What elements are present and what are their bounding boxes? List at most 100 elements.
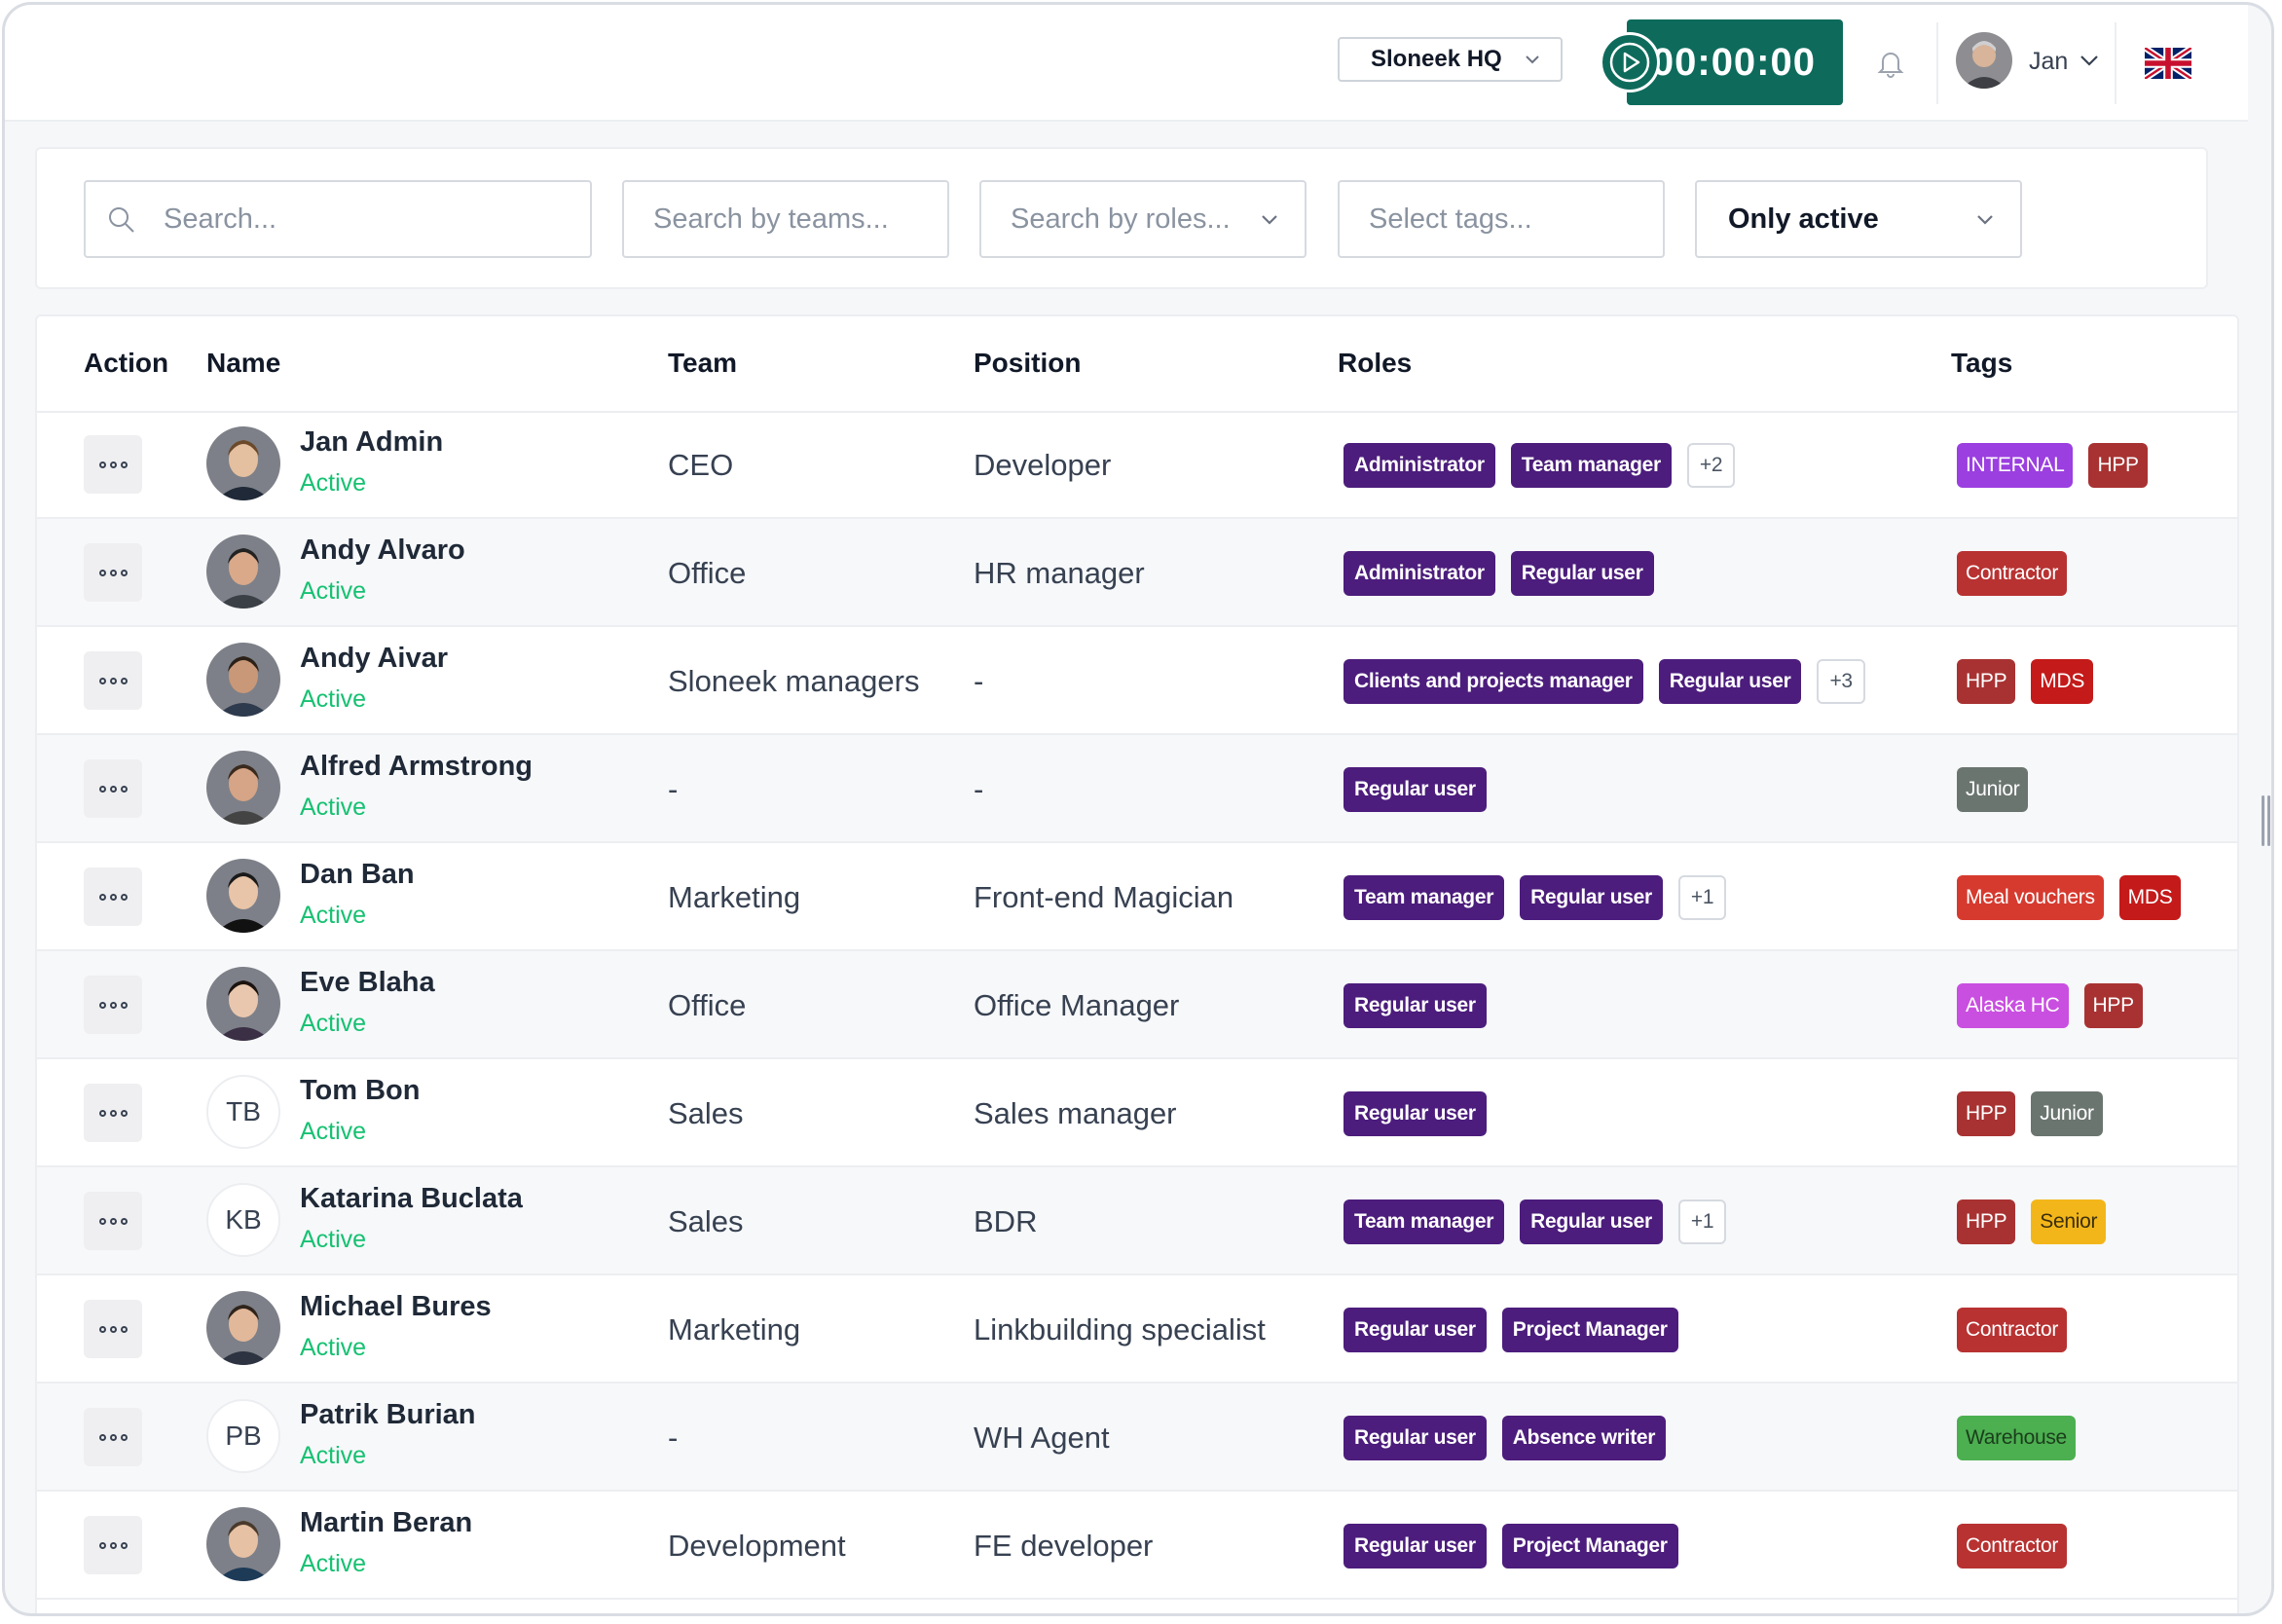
row-action-button[interactable] [84,1300,142,1358]
row-action-button[interactable] [84,867,142,926]
employee-avatar[interactable] [206,967,280,1041]
role-chip[interactable]: Regular user [1343,1524,1487,1569]
table-row[interactable]: Jan Admin Active CEO Developer Administr… [37,411,2237,519]
role-chip[interactable]: Regular user [1343,767,1487,812]
role-chip[interactable]: Project Manager [1501,1308,1678,1352]
tag-chip[interactable]: MDS [2118,875,2182,920]
employee-avatar[interactable]: TB [206,1075,280,1149]
timer-play-button[interactable] [1600,32,1660,92]
more-roles-chip[interactable]: +1 [1677,875,1727,920]
role-chip[interactable]: Regular user [1343,1308,1487,1352]
table-row[interactable]: KB Katarina Buclata Active Sales BDR Tea… [37,1167,2237,1275]
employee-name[interactable]: Dan Ban [300,859,415,890]
bell-icon[interactable] [1876,48,1905,79]
employee-name[interactable]: Michael Bures [300,1291,492,1322]
user-avatar[interactable] [1956,32,2012,89]
row-action-button[interactable] [84,1516,142,1574]
role-chip[interactable]: Regular user [1520,875,1663,920]
tag-chip[interactable]: Contractor [1957,1308,2068,1352]
tag-chip[interactable]: Warehouse [1957,1416,2076,1460]
tag-chip[interactable]: HPP [1957,659,2016,704]
tag-chip[interactable]: Senior [2031,1200,2107,1244]
employee-avatar[interactable]: KB [206,1183,280,1257]
header-position[interactable]: Position [974,348,1082,378]
header-roles[interactable]: Roles [1338,348,1413,378]
row-action-button[interactable] [84,651,142,710]
employee-avatar[interactable] [206,1291,280,1365]
row-action-button[interactable] [84,1408,142,1466]
more-roles-chip[interactable]: +1 [1677,1200,1727,1244]
employee-avatar[interactable]: PB [206,1399,280,1473]
row-action-button[interactable] [84,759,142,818]
timer-display[interactable]: 00:00:00 [1627,19,1843,105]
table-row[interactable]: Andy Alvaro Active Office HR manager Adm… [37,519,2237,627]
employee-name[interactable]: Alfred Armstrong [300,751,533,782]
role-chip[interactable]: Team manager [1510,443,1672,488]
teams-filter-input[interactable]: Search by teams... [622,180,949,258]
employee-name[interactable]: Patrik Burian [300,1399,476,1430]
table-row[interactable]: Martin Beran Active Development FE devel… [37,1492,2237,1600]
tag-chip[interactable]: Junior [1957,767,2029,812]
table-row[interactable]: Alfred Armstrong Active - - Regular user… [37,735,2237,843]
row-action-button[interactable] [84,435,142,494]
employee-name[interactable]: Martin Beran [300,1507,473,1538]
employee-avatar[interactable] [206,643,280,717]
roles-filter-select[interactable]: Search by roles... [979,180,1307,258]
role-chip[interactable]: Regular user [1343,1416,1487,1460]
tag-chip[interactable]: HPP [2088,443,2148,488]
employee-name[interactable]: Tom Bon [300,1075,421,1106]
user-name[interactable]: Jan [2029,48,2069,75]
tag-chip[interactable]: Junior [2031,1091,2103,1136]
row-action-button[interactable] [84,1192,142,1250]
row-action-button[interactable] [84,976,142,1034]
table-row[interactable]: Michael Bures Active Marketing Linkbuild… [37,1275,2237,1384]
employee-avatar[interactable] [206,1507,280,1581]
table-row[interactable]: PB Patrik Burian Active - WH Agent Regul… [37,1384,2237,1492]
tag-chip[interactable]: HPP [1957,1091,2016,1136]
employee-name[interactable]: Andy Alvaro [300,535,465,566]
employee-name[interactable]: Eve Blaha [300,967,435,998]
workspace-select[interactable]: Sloneek HQ [1338,37,1563,82]
tag-chip[interactable]: HPP [2083,983,2143,1028]
tags-filter-select[interactable]: Select tags... [1338,180,1665,258]
tag-chip[interactable]: INTERNAL [1957,443,2074,488]
role-chip[interactable]: Project Manager [1501,1524,1678,1569]
role-chip[interactable]: Absence writer [1501,1416,1667,1460]
uk-flag-icon[interactable] [2145,48,2191,79]
tag-chip[interactable]: Contractor [1957,1524,2068,1569]
role-chip[interactable]: Regular user [1658,659,1802,704]
more-roles-chip[interactable]: +2 [1686,443,1736,488]
chevron-down-icon[interactable] [2079,53,2100,68]
tag-chip[interactable]: MDS [2031,659,2094,704]
row-action-button[interactable] [84,543,142,602]
employee-avatar[interactable] [206,751,280,825]
header-tags[interactable]: Tags [1951,348,2013,378]
header-team[interactable]: Team [668,348,738,378]
table-row[interactable]: Dan Ban Active Marketing Front-end Magic… [37,843,2237,951]
role-chip[interactable]: Regular user [1510,551,1654,596]
employee-avatar[interactable] [206,426,280,500]
role-chip[interactable]: Regular user [1520,1200,1663,1244]
role-chip[interactable]: Regular user [1343,983,1487,1028]
role-chip[interactable]: Clients and projects manager [1343,659,1643,704]
role-chip[interactable]: Regular user [1343,1091,1487,1136]
employee-avatar[interactable] [206,535,280,609]
table-row[interactable]: Eve Blaha Active Office Office Manager R… [37,951,2237,1059]
role-chip[interactable]: Team manager [1343,875,1505,920]
table-row[interactable]: Andy Aivar Active Sloneek managers - Cli… [37,627,2237,735]
status-filter-select[interactable]: Only active [1695,180,2022,258]
search-input[interactable]: Search... [84,180,592,258]
row-action-button[interactable] [84,1084,142,1142]
role-chip[interactable]: Team manager [1343,1200,1505,1244]
role-chip[interactable]: Administrator [1343,443,1495,488]
more-roles-chip[interactable]: +3 [1817,659,1865,704]
employee-avatar[interactable] [206,859,280,933]
tag-chip[interactable]: HPP [1957,1200,2016,1244]
table-row[interactable]: TB Tom Bon Active Sales Sales manager Re… [37,1059,2237,1167]
employee-name[interactable]: Jan Admin [300,426,444,458]
resize-handle[interactable] [2262,795,2271,846]
role-chip[interactable]: Administrator [1343,551,1495,596]
tag-chip[interactable]: Meal vouchers [1957,875,2104,920]
employee-name[interactable]: Andy Aivar [300,643,449,674]
employee-name[interactable]: Katarina Buclata [300,1183,523,1214]
